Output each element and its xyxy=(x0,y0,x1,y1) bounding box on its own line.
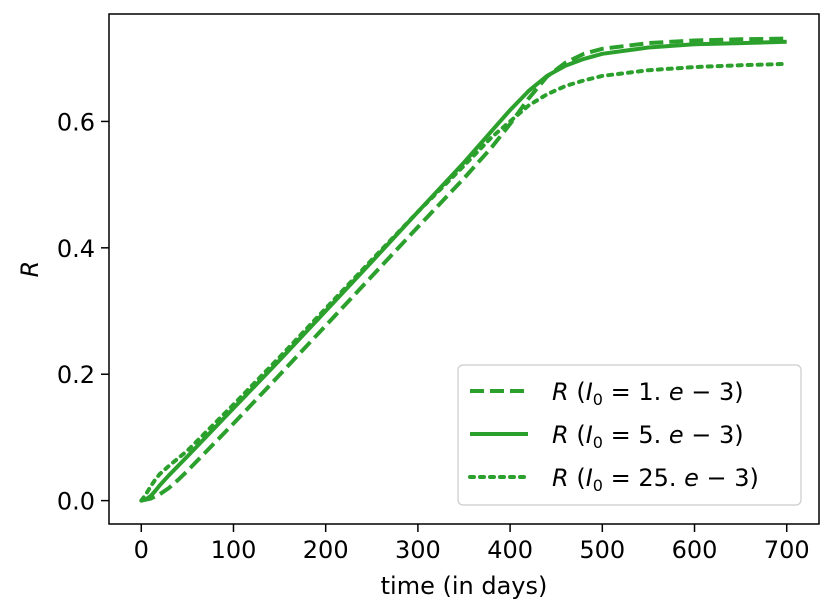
y-tick-label: 0.4 xyxy=(57,235,95,263)
x-tick-label: 500 xyxy=(579,536,625,564)
x-axis-label: time (in days) xyxy=(381,572,548,600)
y-tick-label: 0.2 xyxy=(57,361,95,389)
legend-label-2: R (I0 = 5. e − 3) xyxy=(552,421,744,452)
legend-box xyxy=(457,364,802,506)
plot-frame xyxy=(108,13,820,525)
legend-label-3: R (I0 = 25. e − 3) xyxy=(552,464,759,495)
x-axis-ticks: 0 100 200 300 400 500 600 700 xyxy=(134,524,810,564)
series-line-1 xyxy=(140,36,787,503)
y-axis-label: R xyxy=(16,261,44,278)
y-tick-label: 0.6 xyxy=(57,108,95,136)
x-tick-label: 200 xyxy=(303,536,349,564)
plot-lines xyxy=(139,36,789,503)
y-tick-label: 0.0 xyxy=(57,488,95,516)
series-line-3 xyxy=(139,61,789,503)
x-tick-label: 100 xyxy=(211,536,257,564)
x-tick-label: 600 xyxy=(672,536,718,564)
legend: R (I0 = 1. e − 3) R (I0 = 5. e − 3) R (I0 … xyxy=(457,364,802,506)
x-tick-label: 0 xyxy=(134,536,149,564)
x-tick-label: 400 xyxy=(487,536,533,564)
x-tick-label: 300 xyxy=(395,536,441,564)
y-axis-ticks: 0.0 0.2 0.4 0.6 xyxy=(57,108,109,516)
legend-label-1: R (I0 = 1. e − 3) xyxy=(552,378,744,409)
x-tick-label: 700 xyxy=(764,536,810,564)
